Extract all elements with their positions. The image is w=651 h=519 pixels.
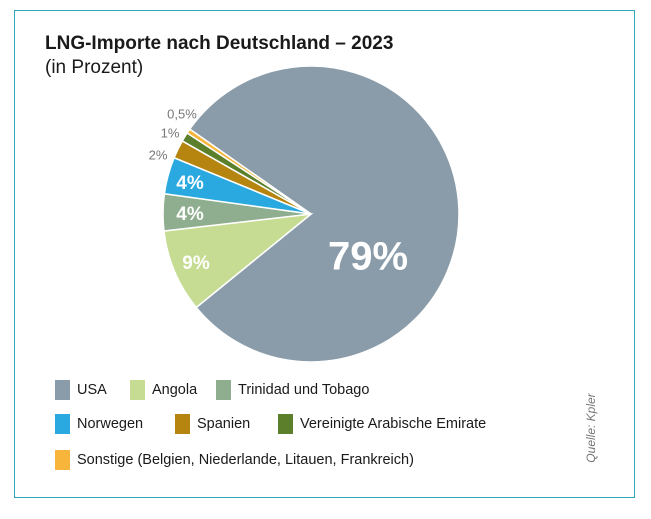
legend-label: Spanien — [197, 416, 250, 432]
pie-slice — [163, 212, 314, 309]
value-label: 0,5% — [167, 106, 197, 121]
legend-label: Trinidad und Tobago — [238, 382, 369, 398]
source: Quelle: Kpler — [584, 392, 598, 462]
value-label: 1% — [161, 125, 180, 140]
chart-subtitle: (in Prozent) — [45, 57, 143, 78]
legend-label: USA — [77, 382, 107, 398]
pie-slice — [188, 65, 460, 363]
value-label: 2% — [149, 147, 168, 162]
legend-swatch — [130, 380, 145, 400]
legend-label: Sonstige (Belgien, Niederlande, Litauen,… — [77, 452, 414, 468]
legend-label: Norwegen — [77, 416, 143, 432]
chart-title: LNG-Importe nach Deutschland – 2023 — [45, 33, 393, 54]
legend-swatch — [216, 380, 231, 400]
value-label: 79% — [328, 235, 408, 279]
legend-label: Angola — [152, 382, 198, 398]
legend-swatch — [278, 414, 293, 434]
legend-swatch — [55, 414, 70, 434]
value-label: 4% — [176, 204, 204, 225]
legend-swatch — [55, 450, 70, 470]
legend-swatch — [175, 414, 190, 434]
legend-label: Vereinigte Arabische Emirate — [300, 416, 486, 432]
value-label: 4% — [176, 173, 204, 194]
value-label: 9% — [182, 253, 210, 274]
legend-swatch — [55, 380, 70, 400]
pie-slice — [186, 128, 312, 215]
